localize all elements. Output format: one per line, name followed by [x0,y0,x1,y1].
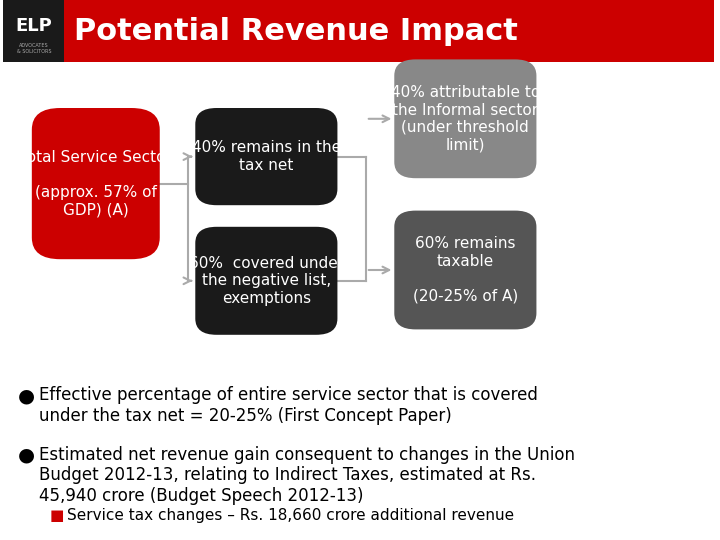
Text: ●: ● [17,386,35,405]
Text: 40% attributable to
the Informal sector
(under threshold
limit): 40% attributable to the Informal sector … [391,85,540,152]
Text: 60%  covered under
the negative list,
exemptions: 60% covered under the negative list, exe… [189,256,344,306]
FancyBboxPatch shape [32,108,160,259]
Text: ELP: ELP [16,17,53,35]
Text: Potential Revenue Impact: Potential Revenue Impact [74,17,518,45]
Text: Estimated net revenue gain consequent to changes in the Union
Budget 2012-13, re: Estimated net revenue gain consequent to… [39,446,575,505]
Text: ●: ● [17,446,35,464]
Text: ADVOCATES
& SOLICITORS: ADVOCATES & SOLICITORS [17,43,51,54]
Text: Service tax changes – Rs. 18,660 crore additional revenue: Service tax changes – Rs. 18,660 crore a… [68,508,515,523]
FancyBboxPatch shape [195,227,338,335]
FancyBboxPatch shape [395,59,536,178]
Text: Effective percentage of entire service sector that is covered
under the tax net : Effective percentage of entire service s… [39,386,538,425]
FancyBboxPatch shape [4,0,64,62]
FancyBboxPatch shape [195,108,338,205]
Text: 40% remains in the
tax net: 40% remains in the tax net [192,140,341,173]
Text: Total Service Sector

(approx. 57% of
GDP) (A): Total Service Sector (approx. 57% of GDP… [20,150,172,217]
Text: 60% remains
taxable

(20-25% of A): 60% remains taxable (20-25% of A) [413,237,518,303]
FancyBboxPatch shape [395,211,536,329]
Text: ■: ■ [50,508,64,523]
FancyBboxPatch shape [4,0,714,62]
